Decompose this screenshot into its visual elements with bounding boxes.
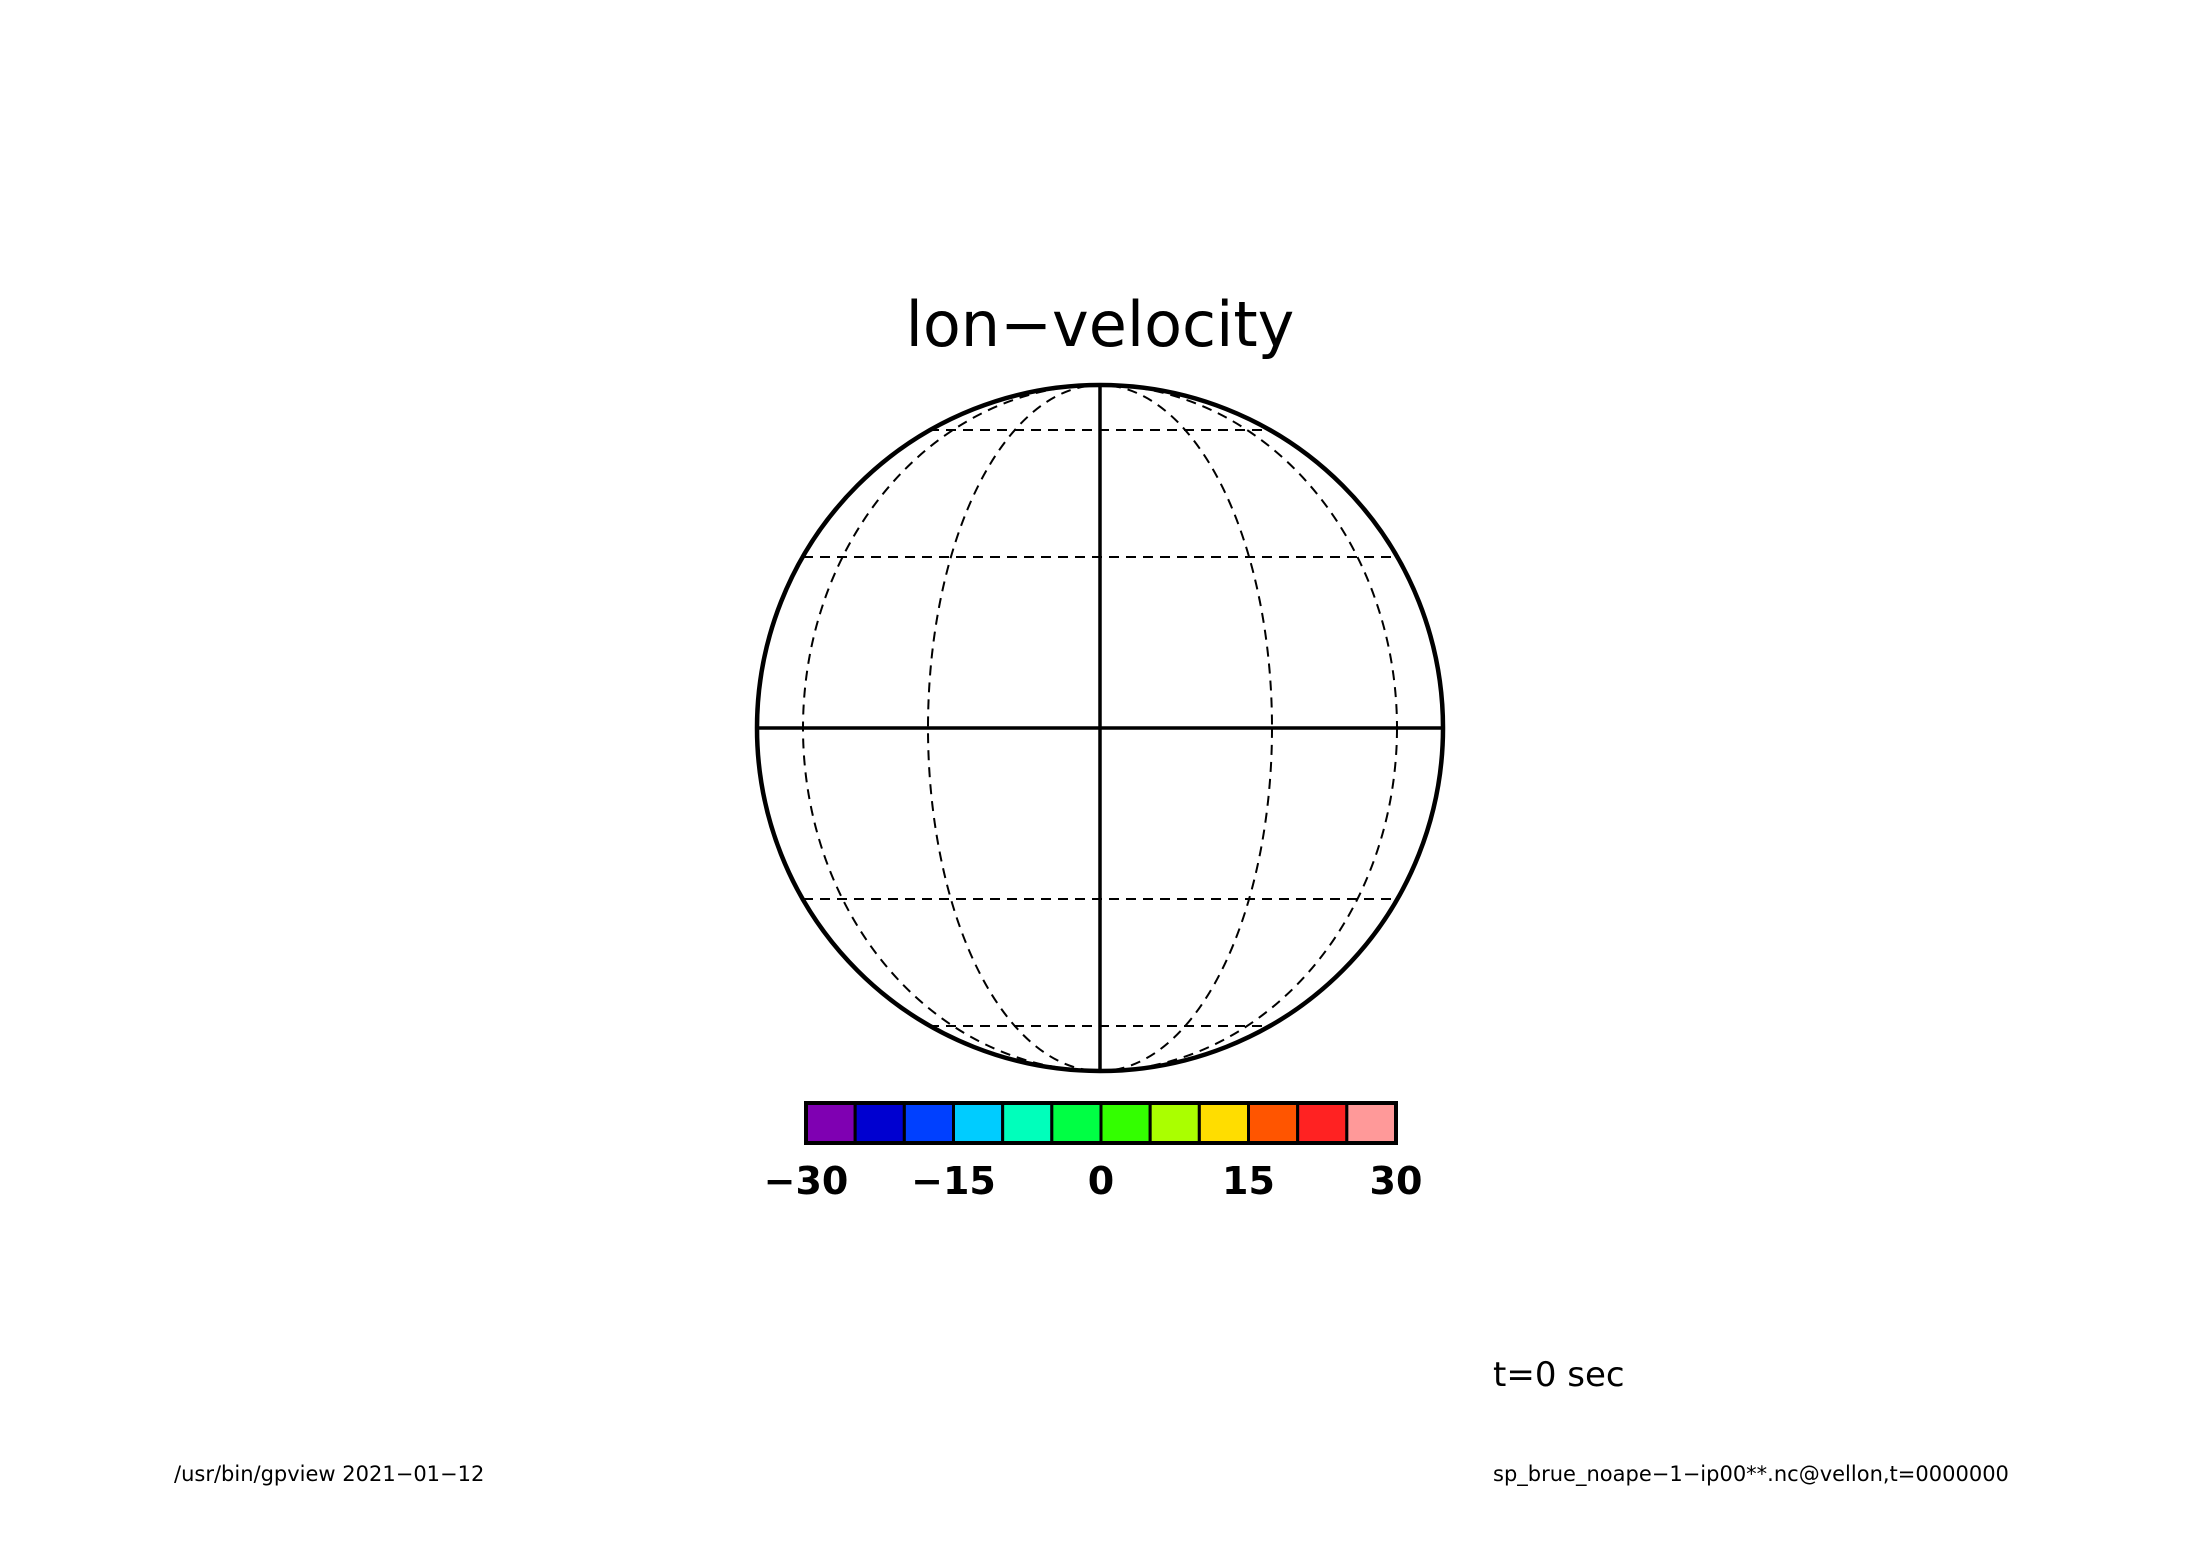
colorbar-tick-label: 15 (1222, 1159, 1275, 1203)
colorbar-swatch-1 (853, 1101, 906, 1145)
colorbar: −30 −15 0 15 30 (764, 1101, 1423, 1203)
colorbar-swatch-9 (1247, 1101, 1300, 1145)
colorbar-swatch-5 (1050, 1101, 1103, 1145)
colorbar-tick-label: 0 (1088, 1159, 1114, 1203)
colorbar-swatch-11 (1345, 1101, 1398, 1145)
time-label: t=0 sec (1493, 1355, 1625, 1395)
colorbar-outline (804, 1101, 1398, 1145)
colorbar-swatch-2 (902, 1101, 955, 1145)
colorbar-swatch-7 (1148, 1101, 1201, 1145)
colorbar-tick-label: −15 (911, 1159, 996, 1203)
plot-title: lon−velocity (906, 288, 1295, 361)
colorbar-tick-label: 30 (1370, 1159, 1423, 1203)
colorbar-swatch-8 (1197, 1101, 1251, 1145)
colorbar-swatch-10 (1296, 1101, 1349, 1145)
globe-map (754, 382, 1446, 1074)
colorbar-swatch-6 (1099, 1101, 1152, 1145)
footer-right: sp_brue_noape−1−ip00**.nc@vellon,t=00000… (1493, 1462, 2009, 1487)
footer-left: /usr/bin/gpview 2021−01−12 (174, 1462, 484, 1486)
globe-outline (754, 382, 1446, 1074)
colorbar-tick-label: −30 (764, 1159, 849, 1203)
colorbar-swatch-0 (804, 1101, 857, 1145)
colorbar-swatch-3 (952, 1101, 1005, 1145)
colorbar-swatch-4 (1001, 1101, 1054, 1145)
